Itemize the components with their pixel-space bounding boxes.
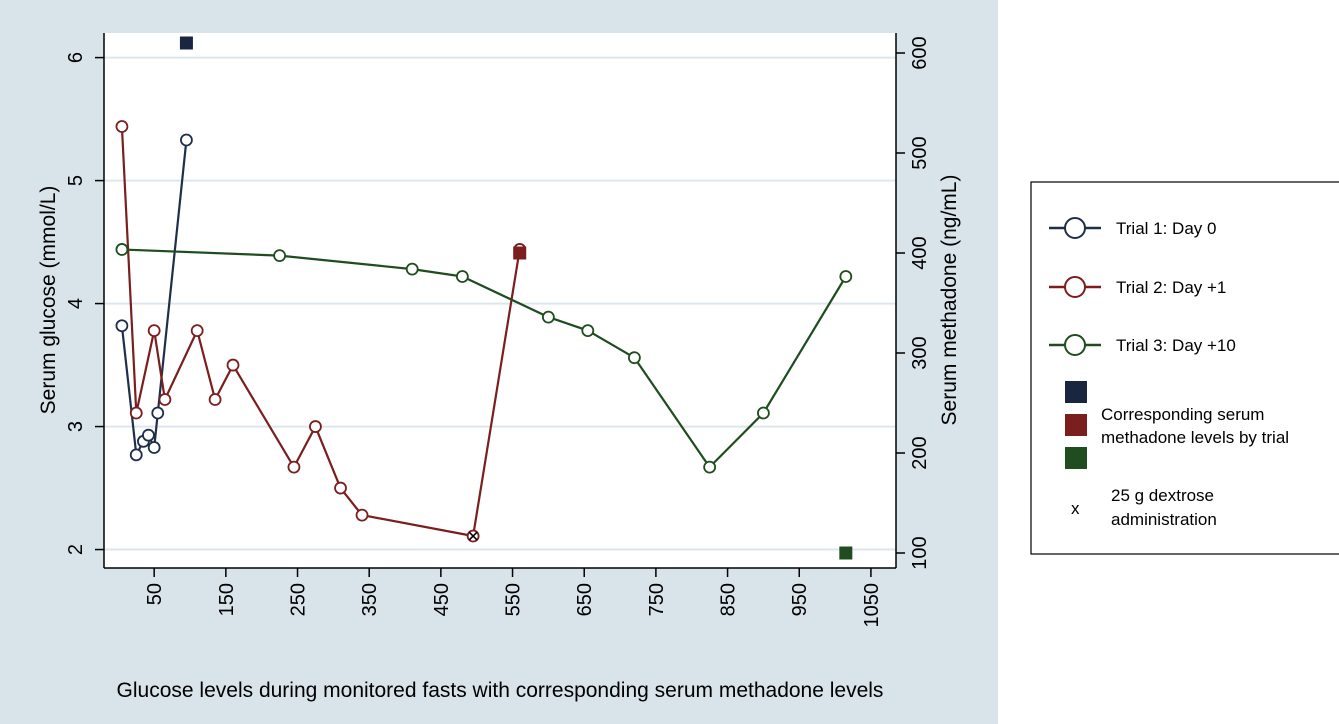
y-tick-label: 2 (65, 544, 87, 555)
data-point-trial-1 (115, 319, 129, 333)
x-tick-label: 50 (144, 583, 166, 605)
data-point-trial-3 (703, 460, 717, 474)
legend-label-trial-1: Trial 1: Day 0 (1116, 219, 1216, 238)
data-point-trial-3 (757, 406, 770, 420)
legend-label-dextrose-line2: administration (1111, 510, 1217, 529)
methadone-square-trial-1 (179, 36, 193, 50)
y2-tick-label: 500 (909, 136, 931, 169)
x-tick-label: 1050 (861, 583, 883, 628)
legend-label-dextrose-line1: 25 g dextrose (1111, 486, 1214, 505)
legend-square-icon-trial-2 (1065, 414, 1087, 436)
y2-tick-label: 400 (909, 236, 931, 269)
data-point-trial-2 (226, 358, 240, 372)
legend-box (1030, 181, 1339, 555)
x-axis-title: Glucose levels during monitored fasts wi… (117, 679, 884, 702)
data-point-trial-2 (334, 481, 347, 495)
legend-square-icon-trial-3 (1065, 447, 1087, 469)
data-point-trial-3 (581, 324, 595, 338)
y2-axis-title: Serum methadone (ng/mL) (938, 175, 961, 426)
y-axis-title: Serum glucose (mmol/L) (37, 186, 60, 415)
methadone-square-trial-2 (513, 246, 527, 260)
dextrose-x-marker (468, 531, 478, 541)
legend: Trial 1: Day 0 Trial 2: Day +1 Trial 3: … (1030, 181, 1339, 555)
data-point-trial-1 (147, 441, 161, 454)
legend-label-trial-2: Trial 2: Day +1 (1116, 278, 1226, 297)
data-point-trial-3 (115, 243, 129, 256)
x-tick-label: 650 (574, 583, 596, 616)
legend-square-icon-trial-1 (1065, 381, 1087, 403)
data-point-trial-2 (309, 420, 322, 433)
data-point-trial-1 (129, 448, 143, 462)
y-tick-label: 3 (65, 421, 87, 432)
axes: 2 3 4 5 6 100 200 300 400 500 600 50 150 250 350 450 550… (65, 33, 931, 628)
data-point-trial-3 (273, 249, 287, 263)
x-tick-label: 550 (503, 583, 525, 616)
y2-tick-label: 200 (909, 436, 931, 469)
data-point-trial-2 (158, 393, 172, 406)
data-point-trial-2 (129, 406, 143, 420)
plot-area (104, 33, 896, 568)
methadone-square-trial-3 (839, 546, 853, 560)
data-point-trial-2 (115, 120, 129, 133)
gridlines (104, 56, 896, 551)
data-point-trial-3 (839, 270, 853, 283)
legend-circle-icon (1064, 276, 1086, 298)
y-tick-label: 6 (65, 52, 87, 63)
x-tick-label: 750 (646, 583, 668, 616)
data-point-trial-3 (455, 270, 469, 283)
x-tick-label: 150 (216, 583, 238, 616)
y2-tick-label: 100 (909, 536, 931, 569)
x-tick-label: 450 (431, 583, 453, 616)
legend-circle-icon (1064, 217, 1086, 239)
data-point-trial-2 (208, 393, 222, 406)
y-tick-label: 5 (65, 175, 87, 186)
data-point-trial-2 (355, 508, 369, 522)
y2-tick-label: 300 (909, 336, 931, 369)
x-tick-label: 350 (359, 583, 381, 616)
x-tick-label: 250 (288, 583, 310, 616)
data-point-trial-1 (180, 133, 193, 147)
y-tick-label: 4 (65, 298, 87, 309)
data-point-trial-3 (627, 351, 641, 365)
y2-tick-label: 600 (909, 36, 931, 69)
x-tick-label: 950 (789, 583, 811, 616)
legend-label-methadone-line1: Corresponding serum (1101, 405, 1264, 424)
data-point-trial-3 (405, 262, 419, 276)
legend-circle-icon (1064, 334, 1086, 356)
legend-x-marker-icon: x (1071, 499, 1080, 518)
data-point-trial-2 (147, 324, 161, 338)
data-point-trial-2 (190, 324, 204, 338)
data-point-trial-3 (541, 310, 555, 324)
x-tick-label: 850 (718, 583, 740, 616)
legend-label-trial-3: Trial 3: Day +10 (1116, 336, 1236, 355)
legend-label-methadone-line2: methadone levels by trial (1101, 428, 1289, 447)
methadone-markers (179, 36, 853, 560)
data-point-trial-2 (287, 460, 301, 474)
data-point-trial-1 (142, 428, 155, 442)
data-point-trial-1 (151, 406, 165, 420)
series-line-trial-3 (121, 248, 847, 469)
